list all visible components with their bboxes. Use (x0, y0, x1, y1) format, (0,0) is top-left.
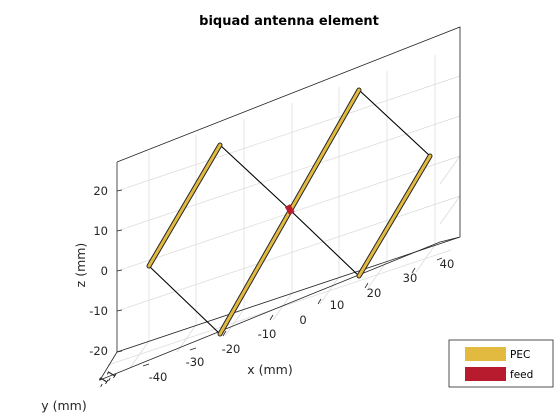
z-tick-label: 10 (93, 224, 108, 238)
legend-swatch-pec (465, 347, 506, 361)
legend: PEC feed (448, 339, 554, 388)
x-tick-label: 20 (367, 286, 382, 300)
axes-3d (99, 26, 461, 381)
legend-label-pec: PEC (510, 349, 530, 361)
x-tick-label: 10 (330, 298, 345, 312)
tick-marks (116, 189, 443, 367)
z-tick-label: 20 (93, 184, 108, 198)
legend-label-feed: feed (510, 369, 533, 381)
pec-strips (146, 87, 433, 337)
legend-swatch-feed (465, 367, 506, 381)
x-tick-label: 30 (403, 271, 418, 285)
wire-edges (148, 89, 431, 335)
biquad-antenna (146, 87, 433, 337)
x-tick-label: -10 (258, 327, 277, 341)
z-axis-label: z (mm) (73, 243, 88, 288)
z-tick-label: 0 (101, 264, 108, 278)
z-tick-labels: -20 -10 0 10 20 (89, 184, 108, 358)
z-tick-label: -20 (89, 344, 108, 358)
x-tick-labels: -20 -10 0 10 20 30 40 (222, 257, 455, 356)
x-tick-label: 0 (299, 313, 306, 327)
x-tick-label: -20 (222, 342, 241, 356)
feed-point (284, 204, 295, 215)
y-tick-label: -40 (149, 370, 168, 384)
plot-title: biquad antenna element (199, 14, 379, 29)
x-tick-label: 40 (440, 257, 455, 271)
y-axis-label: y (mm) (41, 398, 86, 413)
y-tick-label: -30 (186, 355, 205, 369)
y-tick-labels: -40 -30 -1 -1 (94, 355, 205, 390)
x-axis-label: x (mm) (247, 362, 292, 377)
z-tick-label: -10 (89, 304, 108, 318)
